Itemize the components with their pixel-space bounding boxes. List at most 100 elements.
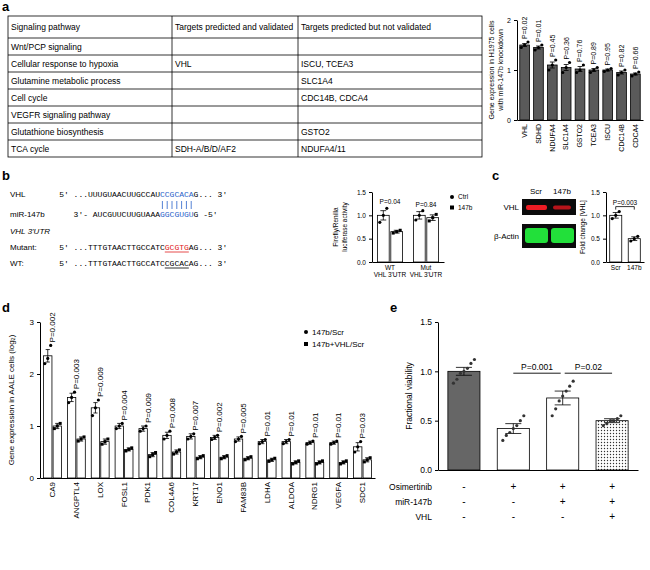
sequence-label: miR-147b [10,210,45,219]
data-point [526,40,529,43]
p-value: P=0.03 [358,412,367,438]
data-point [288,438,291,441]
sequence-part: G... 3' [194,190,228,199]
y-tick-label: 2 [507,17,511,24]
sequence-part: AG... 3' [189,243,227,252]
y-tick: 1.5 [591,189,606,196]
y-axis-line [40,323,41,479]
data-point [285,440,288,443]
data-point [270,458,273,461]
plot-marks [448,358,628,470]
table-row-line [8,106,482,107]
data-point [592,68,595,71]
data-point [49,344,52,347]
data-point [572,380,575,383]
x-tick: SDHD [535,124,542,144]
bar [139,429,147,478]
bar [628,239,640,262]
x-tick-label: WTVHL 3'UTR [374,264,407,278]
legend-marker [304,330,308,334]
data-point [172,453,175,456]
data-point [192,432,195,435]
x-tick: CDCA4 [632,124,639,148]
data-point [196,457,199,460]
y-tick-label: 1.0 [357,212,366,219]
condition-label: VHL [415,512,432,522]
x-axis-line [41,478,376,479]
p-value: P=0.82 [618,45,625,67]
bar [339,462,347,478]
table-column-line [172,16,173,157]
data-point [575,71,578,74]
data-point [106,438,109,441]
plot-marks [43,344,371,478]
error-bar [356,443,360,451]
bar [172,452,180,478]
y-tick-mark [435,421,438,422]
bar [427,218,439,262]
data-point [144,424,147,427]
y-tick-mark [514,120,517,121]
bar [575,69,585,120]
error-bar [522,44,527,47]
data-point [261,440,264,443]
table-row-line [8,89,482,90]
bar-chart: 0123CA9ANGPTL4LOXFOSL1PDK1COL4A6KRT17ENO… [7,312,376,519]
data-point [606,68,609,71]
data-point [103,440,106,443]
data-point [435,213,438,216]
y-tick: 2 [30,370,40,379]
table-cell: Cell cycle [11,93,48,103]
lane-label: Scr [530,187,542,196]
x-tick: PDK1 [143,481,152,502]
bar-chart: 0.00.51.01.5Scr147bP=0.003Fold change [V… [579,189,645,271]
y-tick-mark [435,470,438,471]
sequence-label: WT: [10,259,24,268]
y-tick: 0 [30,474,40,483]
x-tick-label: NDRG1 [310,481,319,510]
y-tick-mark [369,215,372,216]
blot-band [526,205,547,210]
data-point [94,406,97,409]
bar [53,426,61,478]
data-point [619,414,622,417]
bar [148,455,156,478]
condition-value: + [560,481,566,492]
y-tick-label: 0.5 [591,235,600,242]
data-point [616,417,619,420]
bar [101,442,109,478]
p-value: P=0.36 [563,37,570,59]
data-point [258,442,261,445]
plot-marks [610,210,641,262]
y-tick-label: 0 [507,117,511,124]
error-bar [70,393,74,401]
y-tick: 0.0 [591,259,606,266]
significance-bracket [513,373,560,374]
data-point [220,457,223,460]
bar [391,232,403,262]
bar [91,408,99,478]
data-point [308,441,311,444]
data-point [589,71,592,74]
y-tick-label: 1.5 [357,189,366,196]
x-tick-label-line: VHL 3'UTR [410,271,443,278]
x-tick: COL4A6 [167,481,176,512]
data-point [568,61,571,64]
data-point [335,439,338,442]
base-pair [181,201,182,209]
table-cell: TCA cycle [11,144,50,154]
p-value: P=0.45 [549,35,556,57]
data-point [165,434,168,437]
data-point [612,419,615,422]
y-axis-title: luciferase activity [341,202,349,252]
x-tick: VHL [521,124,528,138]
data-point [602,424,605,427]
data-point [508,431,511,434]
base-pair [172,201,173,209]
data-point [142,427,145,430]
data-point [237,437,240,440]
bar [125,449,133,478]
bar [244,458,252,478]
blot-band [553,206,571,210]
blot-row-label: β-Actin [494,232,519,241]
